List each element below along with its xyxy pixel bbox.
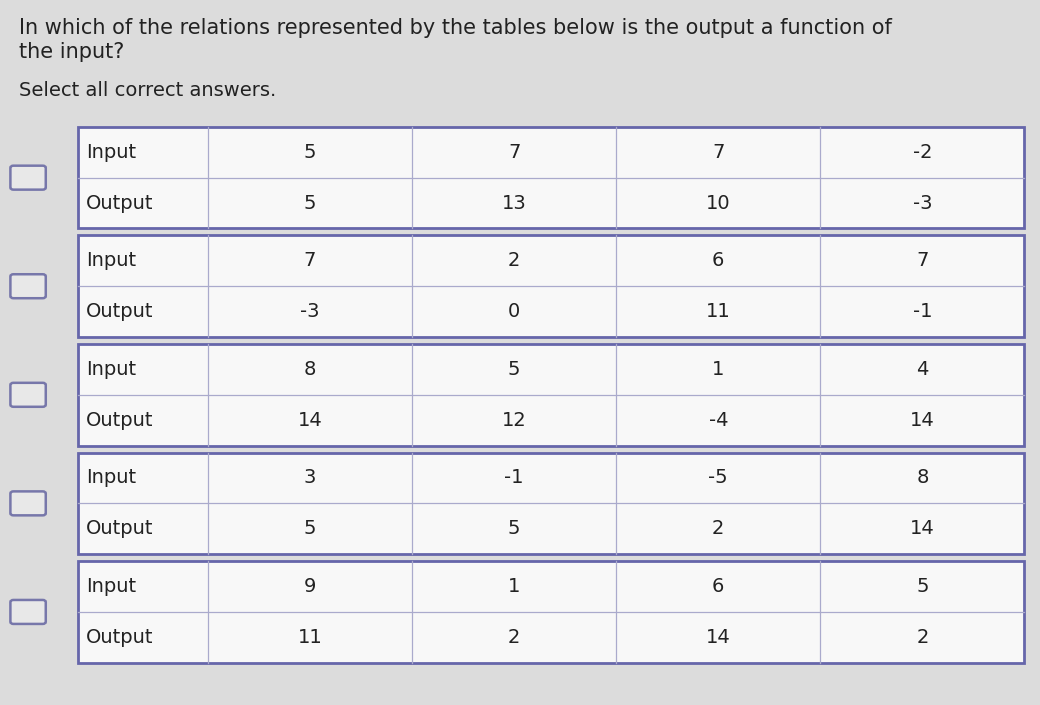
FancyBboxPatch shape: [10, 383, 46, 407]
Text: 5: 5: [508, 520, 520, 538]
Text: Output: Output: [86, 411, 154, 429]
FancyBboxPatch shape: [10, 491, 46, 515]
Text: Output: Output: [86, 302, 154, 321]
Text: 7: 7: [304, 252, 316, 270]
Text: In which of the relations represented by the tables below is the output a functi: In which of the relations represented by…: [19, 18, 891, 37]
Text: 8: 8: [916, 469, 929, 487]
Text: 5: 5: [916, 577, 929, 596]
Text: 2: 2: [508, 628, 520, 646]
Text: 14: 14: [297, 411, 322, 429]
FancyBboxPatch shape: [78, 127, 1024, 228]
FancyBboxPatch shape: [78, 453, 1024, 554]
FancyBboxPatch shape: [10, 274, 46, 298]
Text: 9: 9: [304, 577, 316, 596]
Text: 2: 2: [508, 252, 520, 270]
Text: 2: 2: [712, 520, 725, 538]
Text: Output: Output: [86, 628, 154, 646]
Text: 4: 4: [916, 360, 929, 379]
Text: 7: 7: [508, 143, 520, 161]
Text: -1: -1: [504, 469, 524, 487]
Text: -3: -3: [301, 302, 320, 321]
Text: 12: 12: [501, 411, 526, 429]
Text: Input: Input: [86, 577, 136, 596]
Text: 14: 14: [910, 520, 935, 538]
FancyBboxPatch shape: [78, 344, 1024, 446]
Text: -2: -2: [913, 143, 932, 161]
Text: 3: 3: [304, 469, 316, 487]
Text: 1: 1: [508, 577, 520, 596]
Text: 14: 14: [706, 628, 731, 646]
Text: 5: 5: [508, 360, 520, 379]
Text: 14: 14: [910, 411, 935, 429]
Text: 11: 11: [706, 302, 731, 321]
Text: Input: Input: [86, 469, 136, 487]
Text: 7: 7: [916, 252, 929, 270]
Text: 6: 6: [712, 252, 725, 270]
Text: 5: 5: [304, 194, 316, 212]
Text: 6: 6: [712, 577, 725, 596]
Text: Input: Input: [86, 360, 136, 379]
Text: 0: 0: [508, 302, 520, 321]
Text: -3: -3: [913, 194, 932, 212]
FancyBboxPatch shape: [10, 166, 46, 190]
Text: 2: 2: [916, 628, 929, 646]
Text: 1: 1: [712, 360, 725, 379]
Text: Select all correct answers.: Select all correct answers.: [19, 81, 276, 100]
Text: 11: 11: [297, 628, 322, 646]
Text: the input?: the input?: [19, 42, 124, 62]
FancyBboxPatch shape: [10, 600, 46, 624]
Text: 10: 10: [706, 194, 730, 212]
Text: Output: Output: [86, 194, 154, 212]
Text: Output: Output: [86, 520, 154, 538]
FancyBboxPatch shape: [78, 561, 1024, 663]
Text: 5: 5: [304, 520, 316, 538]
Text: Input: Input: [86, 252, 136, 270]
Text: 7: 7: [712, 143, 725, 161]
Text: -4: -4: [708, 411, 728, 429]
Text: 5: 5: [304, 143, 316, 161]
Text: 8: 8: [304, 360, 316, 379]
Text: 13: 13: [501, 194, 526, 212]
FancyBboxPatch shape: [78, 235, 1024, 337]
Text: -1: -1: [913, 302, 932, 321]
Text: -5: -5: [708, 469, 728, 487]
Text: Input: Input: [86, 143, 136, 161]
